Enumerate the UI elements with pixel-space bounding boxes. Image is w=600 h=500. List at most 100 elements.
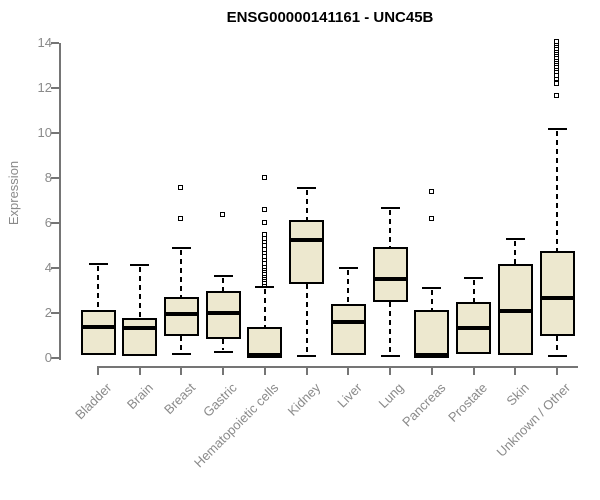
median-line — [122, 325, 158, 330]
box-iqr — [330, 304, 366, 355]
whisker-upper — [514, 240, 517, 264]
y-tick-label: 2 — [44, 305, 52, 320]
y-tick — [51, 177, 59, 179]
whisker-lower — [556, 335, 559, 354]
y-tick — [51, 132, 59, 134]
whisker-cap-upper — [422, 287, 442, 290]
y-tick — [51, 312, 59, 314]
x-tick — [472, 368, 475, 375]
y-tick — [51, 42, 59, 44]
y-tick-label: 10 — [37, 125, 52, 140]
x-category-label: Liver — [334, 380, 365, 411]
x-category-label: Gastric — [200, 380, 240, 420]
x-tick — [389, 368, 392, 375]
outlier-point — [428, 215, 434, 221]
outlier-point — [554, 80, 560, 86]
y-axis-line — [59, 43, 61, 360]
median-line — [330, 320, 366, 324]
outlier-point — [554, 38, 560, 44]
x-tick — [347, 368, 350, 375]
whisker-cap-lower — [297, 354, 317, 357]
x-category-label: Lung — [375, 380, 407, 412]
median-line — [414, 352, 450, 357]
x-category-label: Brain — [124, 380, 157, 413]
outlier-point — [554, 92, 560, 98]
whisker-upper — [347, 270, 350, 304]
x-category-label: Prostate — [445, 380, 491, 425]
median-line — [80, 324, 116, 329]
outlier-point — [428, 188, 434, 194]
whisker-cap-upper — [213, 274, 233, 277]
box-iqr — [163, 297, 199, 336]
box-iqr — [414, 309, 450, 358]
y-axis-title: Expression — [6, 160, 21, 226]
y-tick-label: 0 — [44, 350, 52, 365]
whisker-lower — [389, 301, 392, 354]
y-tick-label: 12 — [37, 80, 52, 95]
whisker-cap-upper — [464, 277, 484, 280]
outlier-point — [261, 247, 267, 252]
median-line — [163, 312, 199, 317]
whisker-cap-upper — [171, 246, 191, 249]
whisker-cap-lower — [171, 352, 191, 355]
box-iqr — [372, 246, 408, 302]
x-tick — [305, 368, 308, 375]
chart-title: ENSG00000141161 - UNC45B — [226, 9, 434, 26]
x-tick — [97, 368, 99, 375]
whisker-lower — [305, 283, 308, 354]
whisker-cap-upper — [88, 262, 108, 265]
x-category-label: Breast — [160, 380, 199, 418]
whisker-cap-upper — [505, 237, 525, 240]
y-tick-label: 6 — [44, 215, 52, 230]
whisker-upper — [389, 210, 392, 247]
whisker-cap-upper — [297, 187, 317, 190]
x-tick — [180, 368, 183, 375]
y-tick-label: 8 — [44, 170, 52, 185]
y-tick — [51, 222, 59, 224]
box-iqr — [122, 317, 158, 356]
x-tick — [514, 368, 517, 375]
box-iqr — [80, 309, 116, 355]
outlier-point — [178, 185, 184, 191]
whisker-cap-upper — [338, 267, 358, 269]
whisker-upper — [97, 265, 99, 310]
whisker-cap-lower — [547, 354, 567, 357]
outlier-point — [178, 215, 184, 221]
outlier-point — [261, 232, 267, 238]
x-category-label: Skin — [503, 380, 532, 409]
x-category-label: Kidney — [284, 380, 324, 419]
x-tick — [263, 368, 266, 375]
outlier-point — [261, 206, 267, 212]
median-line — [539, 296, 575, 301]
median-line — [372, 277, 408, 282]
median-line — [456, 325, 492, 330]
box-iqr — [289, 219, 325, 284]
x-tick — [556, 368, 559, 375]
outlier-point — [220, 212, 226, 218]
y-tick-label: 4 — [44, 260, 52, 275]
whisker-upper — [305, 190, 308, 220]
outlier-point — [261, 220, 267, 225]
x-axis-line — [97, 366, 579, 368]
whisker-cap-upper — [255, 286, 275, 289]
whisker-upper — [263, 289, 266, 327]
x-category-label: Bladder — [72, 380, 115, 423]
x-tick — [430, 368, 433, 375]
x-category-label: Unknown / Other — [494, 380, 574, 460]
median-line — [205, 311, 241, 315]
x-category-label: Pancreas — [399, 380, 449, 430]
whisker-upper — [138, 266, 141, 318]
whisker-cap-upper — [547, 127, 567, 130]
whisker-cap-lower — [213, 351, 233, 354]
outlier-point — [261, 175, 267, 180]
whisker-lower — [222, 338, 225, 351]
x-tick — [138, 368, 141, 375]
whisker-cap-upper — [380, 207, 400, 210]
whisker-upper — [556, 130, 559, 252]
median-line — [497, 308, 533, 313]
whisker-upper — [180, 249, 183, 298]
median-line — [247, 353, 283, 358]
whisker-cap-lower — [380, 354, 400, 357]
median-line — [289, 237, 325, 242]
